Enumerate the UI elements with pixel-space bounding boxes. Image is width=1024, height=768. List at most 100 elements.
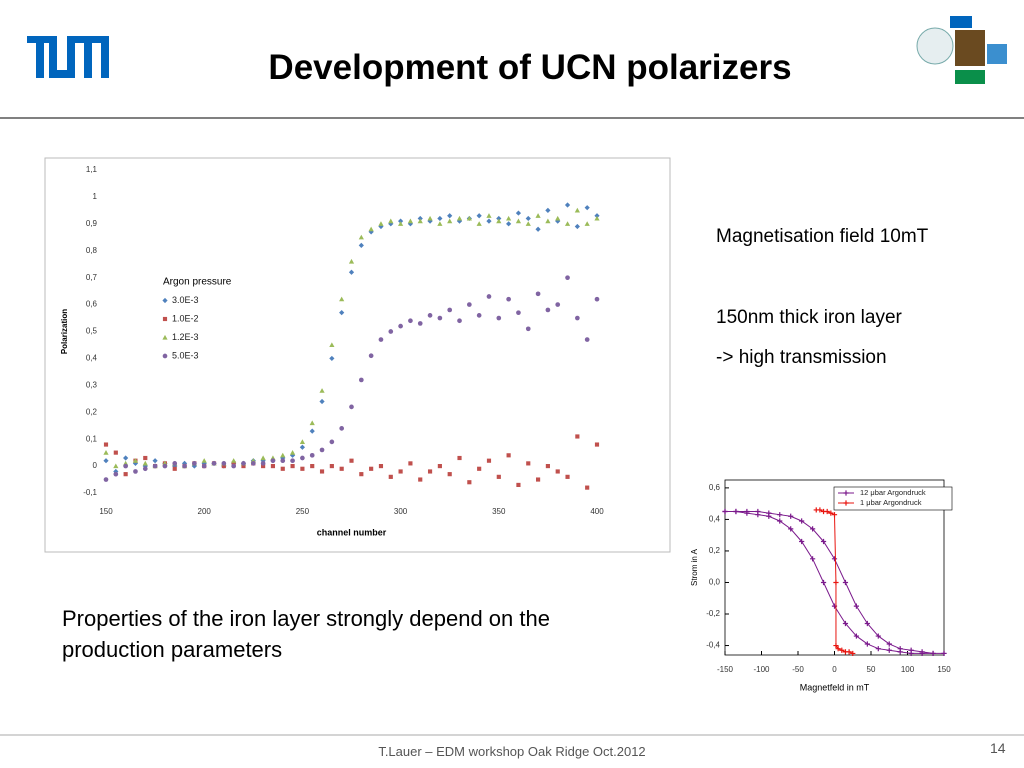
point — [221, 461, 227, 466]
footer: T.Lauer – EDM workshop Oak Ridge Oct.201… — [378, 744, 646, 759]
point — [241, 461, 246, 466]
point — [941, 650, 947, 657]
y-tick-label: -0,2 — [706, 609, 720, 618]
point — [358, 377, 364, 383]
point — [437, 215, 443, 222]
point — [584, 221, 590, 226]
y-tick-label: 0,1 — [86, 434, 98, 443]
legend-box — [833, 486, 953, 511]
point — [564, 202, 571, 208]
legend-marker — [843, 500, 849, 506]
x-tick-label: 250 — [296, 507, 310, 516]
x-tick-label: 400 — [590, 507, 604, 516]
point — [398, 221, 404, 226]
point — [388, 218, 394, 224]
legend-marker — [162, 334, 168, 340]
point — [250, 461, 256, 466]
legend-marker — [162, 316, 168, 322]
point — [133, 469, 138, 474]
point — [319, 398, 325, 405]
point — [378, 464, 384, 469]
point — [299, 444, 305, 450]
point — [476, 213, 482, 219]
y-tick-label: -0,4 — [706, 641, 720, 650]
point — [525, 221, 531, 226]
point — [231, 458, 237, 463]
x-tick-label: 150 — [937, 665, 951, 674]
point — [506, 215, 512, 221]
point — [339, 310, 345, 316]
point — [192, 461, 197, 466]
point — [842, 620, 849, 627]
x-tick-label: 200 — [198, 507, 212, 516]
point — [368, 226, 374, 232]
point — [280, 458, 286, 464]
point — [777, 512, 783, 518]
point — [594, 442, 600, 447]
point — [261, 464, 266, 469]
point — [486, 458, 492, 463]
legend-title: Argon pressure — [163, 277, 232, 288]
y-tick-label: 0,8 — [86, 246, 98, 255]
point — [564, 221, 571, 226]
legend-label: 12 μbar Argondruck — [860, 488, 926, 497]
point — [359, 472, 364, 477]
point — [594, 213, 600, 219]
point — [388, 221, 394, 227]
point — [103, 477, 109, 482]
point — [319, 447, 325, 453]
point — [339, 466, 344, 471]
point — [835, 646, 841, 652]
point — [447, 213, 453, 219]
point — [555, 469, 560, 474]
point — [408, 318, 413, 324]
point — [437, 221, 443, 226]
point — [417, 218, 423, 224]
point — [496, 215, 502, 222]
point — [833, 579, 839, 586]
point — [123, 463, 128, 469]
point — [526, 461, 531, 466]
point — [886, 647, 892, 653]
legend-label: 1.2E-3 — [172, 332, 199, 342]
y-tick-label: 0,4 — [86, 354, 98, 363]
y-tick-label: 0,6 — [709, 483, 721, 492]
point — [309, 452, 315, 458]
note: 150nm thick iron layer — [716, 307, 902, 328]
tum-logo — [27, 36, 109, 78]
point — [113, 463, 119, 469]
point — [535, 226, 541, 232]
point — [358, 242, 364, 248]
point — [270, 464, 276, 469]
point — [545, 218, 551, 224]
point — [831, 556, 838, 562]
chart-frame — [44, 157, 671, 553]
point — [162, 463, 168, 469]
point — [766, 510, 772, 516]
x-tick-label: 100 — [901, 665, 915, 674]
point — [788, 513, 794, 519]
point — [378, 223, 384, 230]
y-tick-label: 0,7 — [86, 273, 98, 282]
legend-label: 1 μbar Argondruck — [860, 498, 922, 507]
point — [525, 326, 531, 332]
point — [594, 215, 600, 221]
legend-label: 1.0E-2 — [172, 313, 199, 323]
point — [575, 315, 580, 321]
legend-marker — [843, 490, 849, 496]
x-axis-label: Magnetfeld in mT — [800, 682, 870, 692]
point — [300, 466, 305, 471]
point — [496, 315, 502, 321]
point — [418, 477, 423, 482]
point — [820, 538, 827, 545]
legend-marker — [162, 353, 168, 359]
point — [594, 296, 600, 302]
point — [886, 641, 892, 647]
point — [875, 633, 881, 639]
point — [201, 458, 207, 463]
point — [744, 508, 750, 515]
x-tick-label: 350 — [492, 507, 506, 516]
legend-label: 5.0E-3 — [172, 350, 199, 360]
point — [211, 461, 217, 466]
